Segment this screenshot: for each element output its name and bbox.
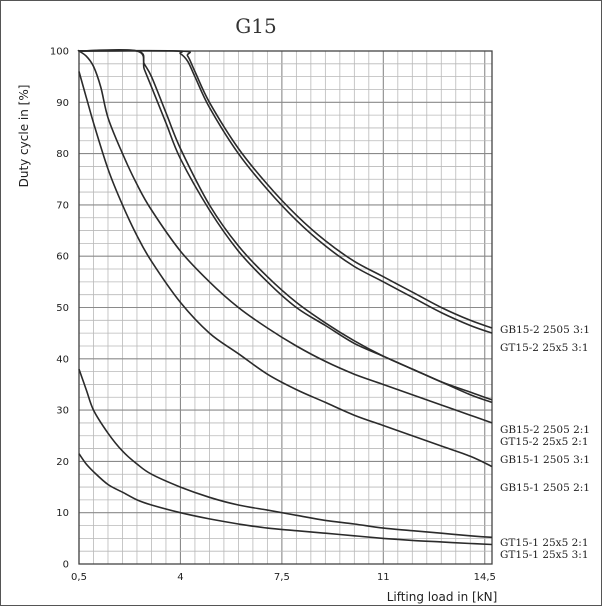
series-label-2: GT15-2 25x5 3:1	[500, 342, 589, 354]
series-line-4	[78, 48, 493, 404]
series-line-8	[78, 453, 493, 546]
x-axis-label: Lifting load in [kN]	[387, 590, 498, 604]
x-tick-label: 11	[377, 572, 390, 583]
series-line-1	[78, 49, 493, 329]
series-line-7	[78, 368, 493, 539]
y-tick-label: 70	[56, 200, 69, 211]
y-tick-label: 0	[63, 560, 69, 571]
series-label-1: GB15-2 2505 3:1	[500, 324, 590, 336]
series-line-6	[78, 71, 493, 468]
y-axis-label: Duty cycle in [%]	[17, 85, 31, 188]
series-line-5	[77, 49, 493, 424]
chart-grid	[78, 50, 493, 565]
y-tick-label: 10	[56, 508, 69, 519]
series-line-2	[78, 50, 493, 334]
x-tick-label: 7,5	[274, 572, 290, 583]
x-tick-label: 14,5	[474, 572, 496, 583]
series-label-5: GB15-1 2505 3:1	[500, 454, 590, 466]
y-tick-label: 60	[56, 252, 69, 263]
x-tick-label: 4	[177, 572, 183, 583]
series-label-7: GT15-1 25x5 2:1	[500, 537, 589, 549]
series-label-6: GB15-1 2505 2:1	[500, 482, 590, 494]
y-tick-label: 90	[56, 98, 69, 109]
series-label-8: GT15-1 25x5 3:1	[500, 549, 589, 561]
y-tick-label: 20	[56, 457, 69, 468]
plot-border	[78, 50, 493, 565]
series-label-4: GT15-2 25x5 2:1	[500, 436, 589, 448]
chart-series-labels: GB15-2 2505 3:1 GT15-2 25x5 3:1 GB15-2 250…	[500, 324, 590, 561]
chart-curves	[77, 48, 493, 546]
y-tick-label: 40	[56, 354, 69, 365]
chart-ticks: 0 10 20 30 40 50 60 70 80 90 100 0,5 4 7,5 11 14,5	[50, 47, 496, 584]
x-tick-label: 0,5	[71, 572, 87, 583]
y-tick-label: 50	[56, 303, 69, 314]
y-tick-label: 80	[56, 149, 69, 160]
series-label-3: GB15-2 2505 2:1	[500, 424, 590, 436]
y-tick-label: 30	[56, 406, 69, 417]
y-tick-label: 100	[50, 47, 69, 58]
chart-title: G15	[235, 14, 276, 38]
